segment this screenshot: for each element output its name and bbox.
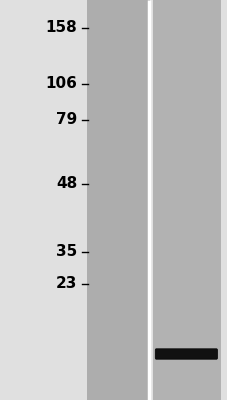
Text: 35: 35: [56, 244, 77, 260]
Text: 158: 158: [46, 20, 77, 36]
Bar: [86, 0, 150, 400]
Text: 23: 23: [56, 276, 77, 292]
Text: 106: 106: [45, 76, 77, 92]
Bar: [152, 0, 220, 400]
Text: 79: 79: [56, 112, 77, 128]
FancyBboxPatch shape: [155, 349, 217, 359]
Text: 48: 48: [56, 176, 77, 192]
